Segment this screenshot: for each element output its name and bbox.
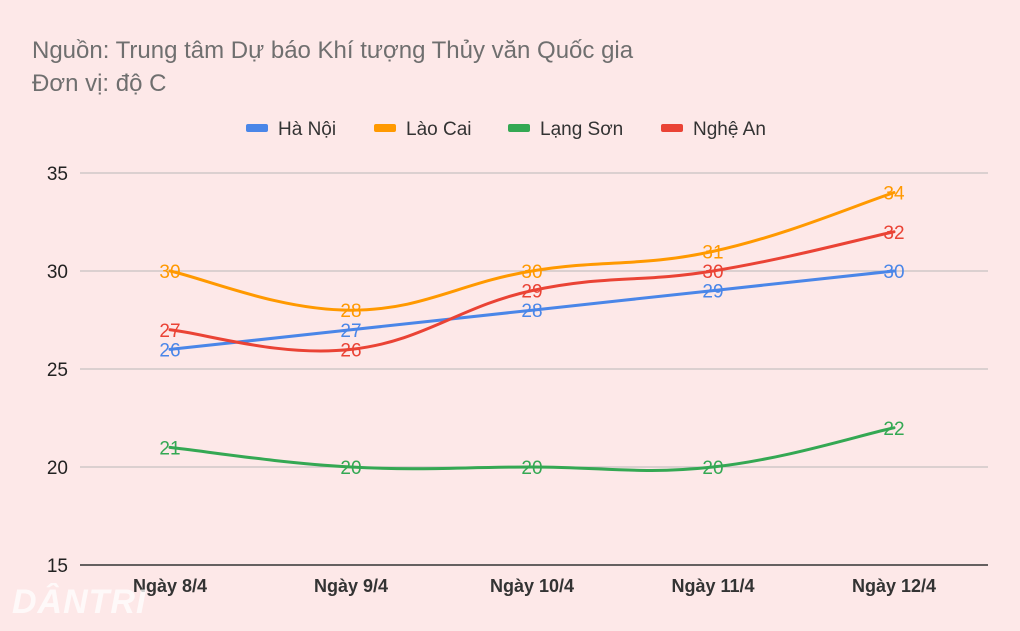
legend-swatch xyxy=(661,124,683,132)
data-label: 30 xyxy=(159,262,180,283)
data-label: 30 xyxy=(521,262,542,283)
data-label: 27 xyxy=(340,321,361,342)
source-text: Nguồn: Trung tâm Dự báo Khí tượng Thủy v… xyxy=(32,37,634,64)
x-tick-label: Ngày 9/4 xyxy=(314,576,388,596)
data-label: 30 xyxy=(883,262,904,283)
chart-header: Nguồn: Trung tâm Dự báo Khí tượng Thủy v… xyxy=(32,34,633,100)
legend-swatch xyxy=(508,124,530,132)
data-label: 29 xyxy=(702,282,723,303)
data-label: 26 xyxy=(340,340,361,361)
data-label: 27 xyxy=(159,321,180,342)
data-label: 30 xyxy=(702,262,723,283)
y-tick-label: 25 xyxy=(47,360,68,381)
series-line-lào-cai xyxy=(168,191,896,312)
legend-swatch xyxy=(246,124,268,132)
data-label: 31 xyxy=(702,242,723,263)
x-tick-label: Ngày 10/4 xyxy=(490,576,574,596)
data-label: 21 xyxy=(159,438,180,459)
data-label: 20 xyxy=(702,458,723,479)
data-label: 20 xyxy=(340,458,361,479)
legend-label: Lạng Sơn xyxy=(540,119,623,140)
x-tick-label: Ngày 12/4 xyxy=(852,576,936,596)
legend-label: Lào Cai xyxy=(406,119,472,140)
legend-label: Nghệ An xyxy=(693,119,766,140)
legend-label: Hà Nội xyxy=(278,119,336,140)
y-tick-label: 30 xyxy=(47,262,68,283)
data-label: 28 xyxy=(340,301,361,322)
data-label: 29 xyxy=(521,282,542,303)
y-tick-label: 35 xyxy=(47,164,68,185)
data-label: 28 xyxy=(521,301,542,322)
watermark-logo: DÂNTRI xyxy=(12,583,147,621)
data-label: 34 xyxy=(883,184,905,205)
series-line-nghệ-an xyxy=(168,230,896,353)
data-label: 26 xyxy=(159,340,180,361)
x-tick-label: Ngày 8/4 xyxy=(133,576,207,596)
series-line-lạng-sơn xyxy=(168,426,896,472)
series-line-hà-nội xyxy=(168,269,896,351)
data-label: 32 xyxy=(883,223,904,244)
x-tick-label: Ngày 11/4 xyxy=(671,576,754,596)
y-tick-label: 15 xyxy=(47,556,68,577)
data-label: 20 xyxy=(521,458,542,479)
data-label: 22 xyxy=(883,419,904,440)
legend-swatch xyxy=(374,124,396,132)
y-tick-label: 20 xyxy=(47,458,68,479)
unit-text: Đơn vị: độ C xyxy=(32,70,167,97)
